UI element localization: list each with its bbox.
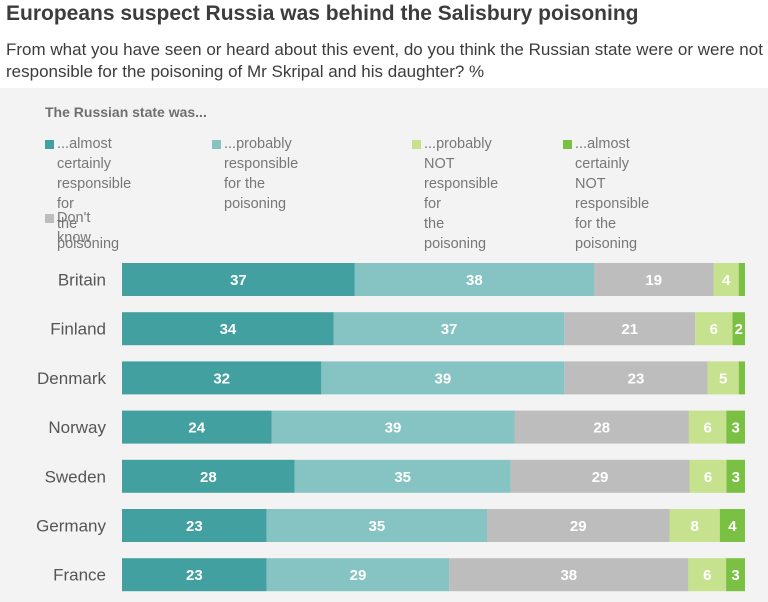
bar-segment [321,361,565,395]
category-label-germany: Germany [36,517,106,536]
data-label: 4 [728,518,737,535]
data-label: 32 [213,370,230,387]
bar-segment [271,410,515,444]
bar-segment [593,263,714,296]
legend-swatch [45,214,54,223]
legend-label: ...almost certainly NOT responsible for … [575,136,650,252]
data-label: 4 [722,272,731,289]
data-label: 35 [394,469,411,486]
data-label: 28 [593,420,610,437]
data-label: 6 [703,567,711,584]
chart-title: Europeans suspect Russia was behind the … [6,2,639,25]
data-label: 38 [560,567,577,584]
legend-label: ...almost certainly responsible for the … [57,136,132,252]
chart-subtitle: From what you have seen or heard about t… [6,40,763,81]
bar-segment [122,558,267,592]
data-label: 3 [731,420,739,437]
bar-segment [266,558,450,592]
data-label: 34 [220,321,237,338]
data-label: 37 [230,272,247,289]
bar-segment [688,410,727,444]
data-label: 23 [628,370,645,387]
category-label-britain: Britain [58,271,106,290]
bar-segment [738,263,745,296]
data-label: 6 [703,420,711,437]
data-label: 38 [466,272,483,289]
bar-segment [689,459,727,493]
bar-segment [564,361,708,395]
bar-segment [726,558,745,592]
data-label: 5 [719,370,727,387]
data-label: 29 [350,567,367,584]
data-label: 28 [200,469,217,486]
bar-segment [449,558,689,592]
legend-swatch [45,140,54,149]
bar-segment [122,459,295,493]
category-label-norway: Norway [48,418,106,437]
legend-swatch [212,140,221,149]
bar-segment [354,263,594,296]
data-label: 29 [570,518,587,535]
legend-label: Don't know [57,210,91,246]
category-label-sweden: Sweden [45,467,106,486]
data-label: 29 [592,469,609,486]
legend-label: ...probably responsible for the poisonin… [224,136,299,212]
bar-segment [122,509,267,542]
data-label: 3 [731,567,739,584]
bar-segment [294,459,511,493]
bar-segment [266,509,487,542]
bar-segment [333,312,565,346]
data-label: 23 [186,567,203,584]
bar-segment [688,558,727,592]
data-label: 8 [690,518,698,535]
data-label: 6 [710,321,718,338]
bar-segment [514,410,689,444]
data-label: 39 [385,420,402,437]
bar-segment [486,509,670,542]
legend-title: The Russian state was... [45,104,207,120]
data-label: 2 [735,321,743,338]
category-label-denmark: Denmark [37,369,106,388]
bar-segment [719,509,745,542]
bar-segment [669,509,720,542]
data-label: 37 [441,321,458,338]
data-label: 35 [369,518,386,535]
category-label-france: France [53,566,106,585]
bar-segment [510,459,690,493]
bar-segment [726,459,745,493]
bar-segment [122,263,355,296]
data-label: 19 [645,272,662,289]
bar-segment [713,263,739,296]
bar-segment [122,410,272,444]
bar-segment [122,361,322,395]
legend-swatch [563,140,572,149]
bar-segment [695,312,733,346]
data-label: 39 [435,370,452,387]
bar-segment [732,312,745,346]
bar-segment [726,410,745,444]
bar-segment [707,361,739,395]
legend-swatch [412,140,421,149]
data-label: 24 [188,420,205,437]
category-label-finland: Finland [50,320,106,339]
bar-segment [122,312,334,346]
data-label: 3 [732,469,740,486]
data-label: 6 [704,469,712,486]
data-label: 21 [621,321,638,338]
bar-segment [738,361,745,395]
data-label: 23 [186,518,203,535]
legend-label: ...probably NOT responsible for the pois… [424,136,499,252]
bar-segment [564,312,696,346]
